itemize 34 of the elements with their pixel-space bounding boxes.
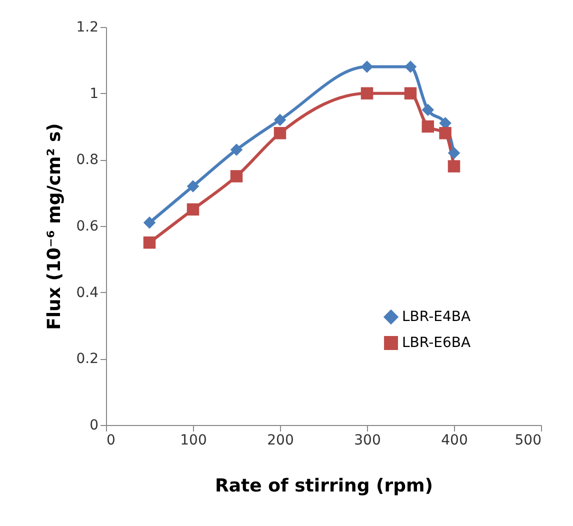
y-tick-label: 0: [90, 418, 98, 434]
x-axis-title: Rate of stirring (rpm): [215, 476, 433, 496]
point: [439, 127, 452, 140]
x-tick-label: 500: [514, 432, 542, 448]
point: [448, 146, 460, 160]
point: [422, 120, 434, 133]
x-tick-label: 100: [180, 432, 207, 448]
point: [360, 60, 374, 73]
x-tick-label: 400: [441, 432, 468, 448]
x-tick-label: 300: [354, 432, 381, 448]
y-axis-title: Flux (10⁻⁶ mg/cm² s): [44, 123, 66, 330]
y-tick-label: 0.2: [76, 351, 98, 368]
legend-label: LBR-E6BA: [402, 335, 471, 351]
point: [143, 216, 156, 229]
point: [230, 144, 243, 156]
point: [448, 160, 460, 172]
point: [274, 127, 286, 140]
y-tick-label: 0.8: [76, 152, 98, 168]
point: [230, 170, 243, 182]
y-tick-label: 1: [90, 86, 98, 102]
point: [404, 60, 417, 73]
x-tick-label: 200: [267, 432, 294, 448]
y-tick-label: 1.2: [76, 20, 98, 36]
point: [404, 87, 417, 100]
y-tick-label: 0.6: [76, 218, 99, 234]
point: [274, 114, 286, 126]
y-tick-label: 0.4: [76, 284, 99, 301]
point: [422, 104, 434, 116]
point: [360, 87, 374, 100]
point: [143, 236, 156, 249]
legend-label: LBR-E4BA: [402, 309, 471, 325]
x-tick-label: 0: [106, 432, 116, 448]
point: [186, 203, 200, 216]
point: [186, 180, 200, 192]
